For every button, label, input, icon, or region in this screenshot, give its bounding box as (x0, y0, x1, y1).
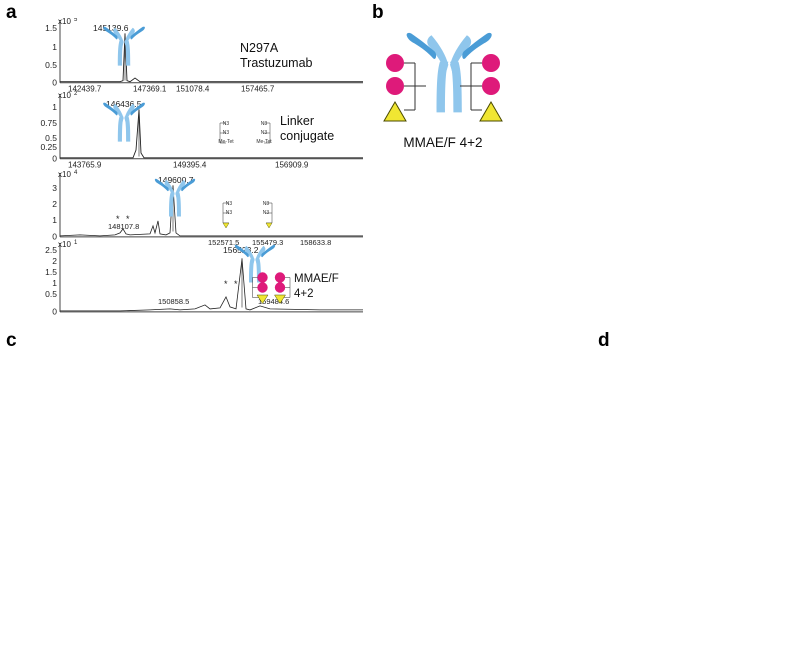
svg-text:1: 1 (52, 42, 57, 52)
svg-text:149395.4: 149395.4 (173, 161, 207, 170)
svg-text:1.5: 1.5 (45, 23, 57, 33)
svg-text:2: 2 (52, 199, 57, 209)
svg-text:150858.5: 150858.5 (158, 297, 189, 306)
svg-text:158633.8: 158633.8 (300, 238, 331, 247)
svg-text:N3: N3 (263, 201, 270, 207)
svg-text:N297A: N297A (240, 41, 279, 55)
svg-text:0: 0 (52, 154, 57, 164)
svg-text:147369.1: 147369.1 (133, 85, 167, 94)
svg-text:x10: x10 (58, 91, 71, 100)
svg-text:143765.9: 143765.9 (68, 161, 102, 170)
svg-text:Linker: Linker (280, 114, 314, 128)
svg-text:Me-Tet: Me-Tet (218, 139, 234, 145)
svg-text:1: 1 (74, 240, 78, 246)
svg-text:151078.4: 151078.4 (176, 85, 210, 94)
svg-text:conjugate: conjugate (280, 129, 334, 143)
svg-text:1: 1 (52, 278, 57, 288)
svg-text:157465.7: 157465.7 (241, 85, 275, 94)
svg-text:Trastuzumab: Trastuzumab (240, 56, 313, 70)
svg-text:4+2: 4+2 (294, 288, 314, 300)
svg-text:0.5: 0.5 (45, 289, 57, 299)
svg-text:0.5: 0.5 (45, 60, 57, 70)
svg-text:2.5: 2.5 (45, 245, 57, 255)
svg-text:0: 0 (52, 78, 57, 88)
svg-text:1.5: 1.5 (45, 267, 57, 277)
svg-text:N3: N3 (226, 201, 233, 207)
svg-text:148107.8: 148107.8 (108, 222, 139, 231)
svg-text:1: 1 (52, 102, 57, 112)
svg-text:0: 0 (52, 307, 57, 317)
svg-text:MMAE/F: MMAE/F (294, 273, 339, 285)
svg-text:0: 0 (52, 232, 57, 242)
svg-text:4: 4 (74, 170, 78, 176)
svg-text:x10: x10 (58, 18, 71, 26)
svg-text:*: * (234, 279, 238, 289)
svg-text:0.75: 0.75 (40, 118, 57, 128)
svg-text:156909.9: 156909.9 (275, 161, 309, 170)
svg-text:N3: N3 (223, 121, 230, 127)
svg-text:5: 5 (74, 18, 78, 23)
svg-text:N3: N3 (261, 121, 268, 127)
svg-text:2: 2 (52, 256, 57, 266)
svg-text:*: * (224, 279, 228, 289)
svg-text:MMAE/F 4+2: MMAE/F 4+2 (403, 135, 482, 150)
svg-text:0.25: 0.25 (40, 142, 57, 152)
svg-text:x10: x10 (58, 240, 71, 249)
svg-text:3: 3 (52, 183, 57, 193)
svg-text:1: 1 (52, 215, 57, 225)
svg-text:x10: x10 (58, 170, 71, 179)
